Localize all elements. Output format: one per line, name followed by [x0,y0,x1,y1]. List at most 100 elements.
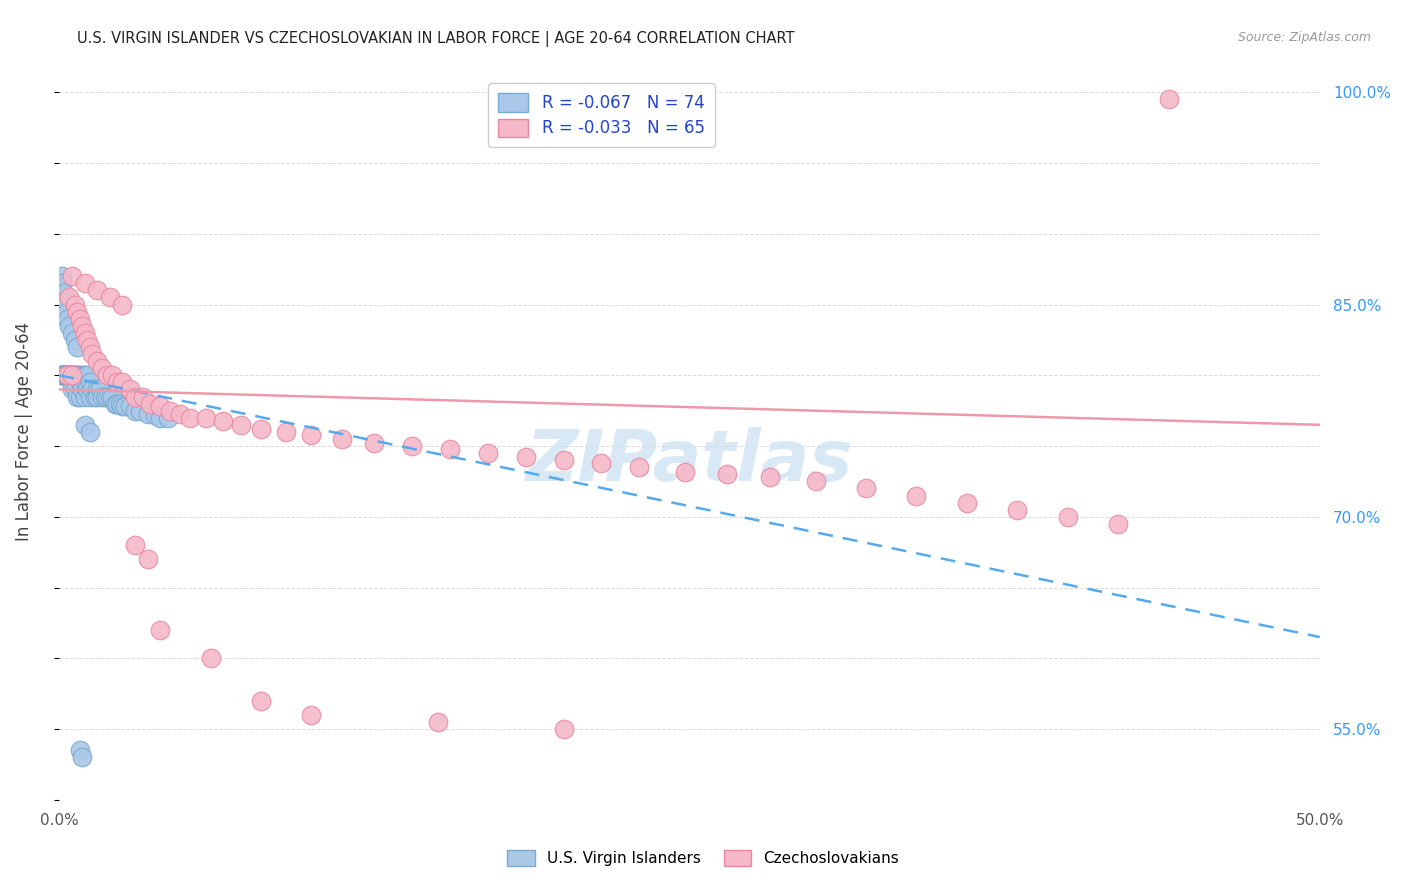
Point [628,460,651,475]
Point [56,311,79,326]
Point [60,368,83,383]
Point [363,436,385,450]
Point [98,291,121,305]
Point [1157,92,1180,106]
Point [149,410,172,425]
Point [131,390,153,404]
Point [79,390,101,404]
Point [63,297,86,311]
Text: U.S. VIRGIN ISLANDER VS CZECHOSLOVAKIAN IN LABOR FORCE | AGE 20-64 CORRELATION C: U.S. VIRGIN ISLANDER VS CZECHOSLOVAKIAN … [77,31,794,47]
Point [60,368,83,383]
Point [136,407,159,421]
Point [250,422,273,436]
Point [129,403,152,417]
Point [330,432,353,446]
Point [439,442,461,456]
Point [69,376,91,390]
Point [200,651,222,665]
Point [169,407,191,421]
Point [1107,516,1129,531]
Point [515,450,537,465]
Point [69,743,91,757]
Point [96,390,118,404]
Point [82,383,104,397]
Point [66,304,89,318]
Legend: U.S. Virgin Islanders, Czechoslovakians: U.S. Virgin Islanders, Czechoslovakians [499,842,907,873]
Point [66,340,89,354]
Point [51,368,73,383]
Point [86,390,108,404]
Point [60,376,83,390]
Point [56,368,79,383]
Point [76,333,98,347]
Point [86,354,108,368]
Point [98,390,121,404]
Point [105,376,128,390]
Point [53,368,76,383]
Point [716,467,738,482]
Point [76,383,98,397]
Point [101,390,124,404]
Point [553,722,575,736]
Point [58,368,80,383]
Point [1007,502,1029,516]
Point [51,368,73,383]
Text: ZIPatlas: ZIPatlas [526,427,853,496]
Point [401,439,423,453]
Point [477,446,499,460]
Point [79,340,101,354]
Point [73,376,96,390]
Point [101,368,124,383]
Point [56,304,79,318]
Point [156,410,179,425]
Point [149,623,172,637]
Point [91,361,114,376]
Point [553,453,575,467]
Point [66,368,89,383]
Point [73,390,96,404]
Point [53,368,76,383]
Point [91,390,114,404]
Point [73,368,96,383]
Point [804,475,827,489]
Point [58,368,80,383]
Point [56,368,79,383]
Point [63,333,86,347]
Point [118,383,141,397]
Point [73,277,96,291]
Point [69,390,91,404]
Point [66,390,89,404]
Point [79,376,101,390]
Point [56,368,79,383]
Point [426,714,449,729]
Point [53,368,76,383]
Point [86,383,108,397]
Point [855,482,877,496]
Point [673,465,696,479]
Point [124,390,146,404]
Point [76,368,98,383]
Point [86,284,108,298]
Point [70,750,93,764]
Point [51,368,73,383]
Point [69,368,91,383]
Point [114,400,136,414]
Point [58,291,80,305]
Point [60,326,83,340]
Point [70,368,93,383]
Point [60,368,83,383]
Point [51,368,73,383]
Point [53,286,76,301]
Point [83,390,105,404]
Point [60,383,83,397]
Point [63,368,86,383]
Point [89,383,111,397]
Point [111,297,134,311]
Point [229,417,252,432]
Point [63,383,86,397]
Y-axis label: In Labor Force | Age 20-64: In Labor Force | Age 20-64 [15,322,32,541]
Point [69,311,91,326]
Text: Source: ZipAtlas.com: Source: ZipAtlas.com [1237,31,1371,45]
Point [212,414,235,428]
Point [51,277,73,291]
